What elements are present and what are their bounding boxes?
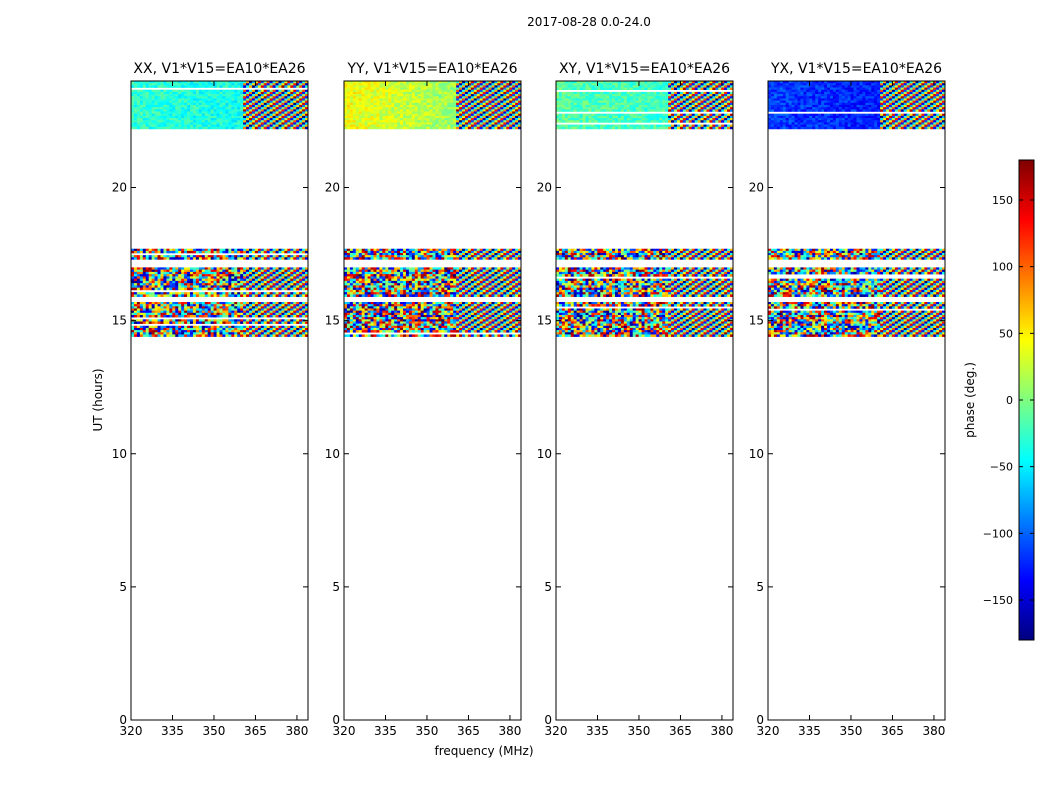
y-tick-label: 15 <box>537 314 552 328</box>
y-tick-label: 15 <box>325 314 340 328</box>
colorbar-tick-label: 0 <box>1006 394 1013 407</box>
y-tick-label: 0 <box>332 713 340 727</box>
panel-frame <box>555 80 734 721</box>
y-tick-label: 0 <box>544 713 552 727</box>
y-tick-label: 0 <box>119 713 127 727</box>
x-tick-label: 335 <box>374 724 397 738</box>
x-tick-label: 320 <box>333 724 356 738</box>
phase-image <box>344 81 522 337</box>
x-axis-label: frequency (MHz) <box>434 744 533 758</box>
y-tick-label: 20 <box>537 181 552 195</box>
x-tick-label: 320 <box>120 724 143 738</box>
phase-image <box>131 81 309 337</box>
x-tick-label: 380 <box>922 724 945 738</box>
panel-title: XY, V1*V15=EA10*EA26 <box>559 61 730 77</box>
phase-image <box>556 81 734 337</box>
x-tick-label: 365 <box>457 724 480 738</box>
x-tick-label: 350 <box>628 724 651 738</box>
panel-frame <box>343 80 522 721</box>
x-tick-label: 380 <box>498 724 521 738</box>
y-tick-label: 15 <box>112 314 127 328</box>
y-tick-label: 5 <box>332 580 340 594</box>
panel-title: YY, V1*V15=EA10*EA26 <box>346 61 517 77</box>
panel-frame <box>767 80 946 721</box>
x-tick-label: 350 <box>203 724 226 738</box>
y-axis-label: UT (hours) <box>91 368 105 431</box>
colorbar: −150 −100 −50 0 50 100 150 phase (deg.) <box>963 159 1035 641</box>
x-tick-label: 380 <box>710 724 733 738</box>
colorbar-label: phase (deg.) <box>963 362 977 438</box>
panel-xx: XX, V1*V15=EA10*EA26 320 335 350 365 380 0 5 10 1… <box>112 61 309 738</box>
y-tick-label: 5 <box>544 580 552 594</box>
panel-title: XX, V1*V15=EA10*EA26 <box>133 61 305 77</box>
panel-yx: YX, V1*V15=EA10*EA26 320 335 350 365 380 0 5 10 1… <box>749 61 946 738</box>
y-tick-label: 10 <box>537 447 552 461</box>
x-tick-label: 350 <box>416 724 439 738</box>
panel-frame <box>130 80 309 721</box>
figure-suptitle: 2017-08-28 0.0-24.0 <box>527 15 651 29</box>
panels: XX, V1*V15=EA10*EA26 320 335 350 365 380 0 5 10 1… <box>112 61 946 738</box>
colorbar-tick-label: −150 <box>983 594 1013 607</box>
y-tick-label: 20 <box>112 181 127 195</box>
x-tick-label: 365 <box>669 724 692 738</box>
x-tick-label: 335 <box>798 724 821 738</box>
x-tick-label: 335 <box>161 724 184 738</box>
panel-yy: YY, V1*V15=EA10*EA26 320 335 350 365 380 0 5 10 1… <box>325 61 522 738</box>
y-tick-label: 10 <box>749 447 764 461</box>
panel-title: YX, V1*V15=EA10*EA26 <box>770 61 942 77</box>
colorbar-tick-label: 150 <box>992 194 1013 207</box>
x-tick-label: 350 <box>840 724 863 738</box>
y-tick-label: 15 <box>749 314 764 328</box>
phase-image <box>768 81 946 337</box>
y-tick-label: 0 <box>756 713 764 727</box>
y-tick-label: 10 <box>112 447 127 461</box>
x-tick-label: 320 <box>757 724 780 738</box>
x-tick-label: 320 <box>545 724 568 738</box>
y-tick-label: 10 <box>325 447 340 461</box>
y-tick-label: 5 <box>756 580 764 594</box>
y-tick-label: 5 <box>119 580 127 594</box>
x-tick-label: 380 <box>285 724 308 738</box>
panel-xy: XY, V1*V15=EA10*EA26 320 335 350 365 380 0 5 10 1… <box>537 61 734 738</box>
colorbar-tick-label: 50 <box>999 327 1013 340</box>
x-tick-label: 365 <box>881 724 904 738</box>
colorbar-tick-label: −100 <box>983 527 1013 540</box>
x-tick-label: 335 <box>586 724 609 738</box>
x-tick-label: 365 <box>244 724 267 738</box>
colorbar-tick-label: −50 <box>990 461 1013 474</box>
y-tick-label: 20 <box>749 181 764 195</box>
y-tick-label: 20 <box>325 181 340 195</box>
colorbar-tick-label: 100 <box>992 261 1013 274</box>
